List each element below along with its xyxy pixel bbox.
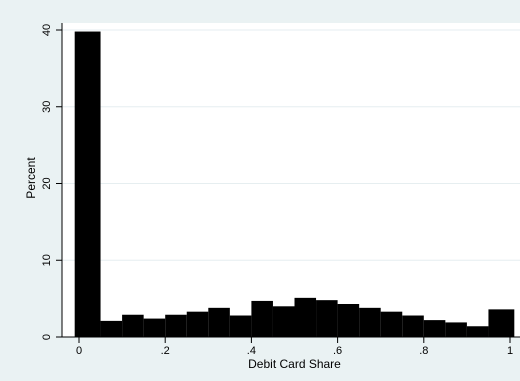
x-tick-label-0: 0 [76,345,82,357]
histogram-bar-1 [100,320,123,337]
histogram-bars [74,31,515,337]
histogram-bar-7 [229,315,252,337]
x-tick-label-3: .6 [333,345,342,357]
histogram-bar-13 [359,307,381,337]
x-tick-label-2: .4 [247,345,256,357]
histogram-bar-19 [488,309,515,337]
axes [61,23,520,338]
histogram-bar-10 [294,297,317,337]
histogram-bar-9 [272,306,295,337]
x-tick-label-5: 1 [507,345,513,357]
histogram-bar-4 [165,314,187,337]
histogram-bar-6 [208,307,230,337]
x-tick-label-4: .8 [419,345,428,357]
plot-area [62,23,520,337]
x-axis-ticks: 0 .2 .4 .6 .8 1 [76,337,513,357]
grid-lines [62,29,520,261]
y-axis-title: Percent [24,157,38,199]
histogram-bar-16 [423,320,446,337]
y-tick-label-1: 10 [41,254,53,266]
y-tick-label-3: 30 [41,101,53,113]
histogram-bar-11 [316,300,338,337]
histogram-bar-12 [337,303,360,337]
histogram-bar-17 [445,322,467,337]
y-tick-label-4: 40 [41,24,53,36]
histogram-bar-14 [380,311,403,337]
y-tick-label-0: 0 [41,334,53,340]
x-axis-title: Debit Card Share [248,357,341,371]
y-axis-ticks: 0 10 20 30 40 [41,24,62,340]
histogram-bar-5 [186,311,209,337]
y-tick-label-2: 20 [41,177,53,189]
histogram-bar-15 [402,315,424,337]
x-tick-label-1: .2 [161,345,170,357]
histogram-bar-3 [143,318,166,337]
histogram-bar-8 [251,300,273,337]
histogram-bar-0 [74,31,101,337]
histogram-bar-2 [122,314,144,337]
histogram-bar-18 [466,326,489,337]
